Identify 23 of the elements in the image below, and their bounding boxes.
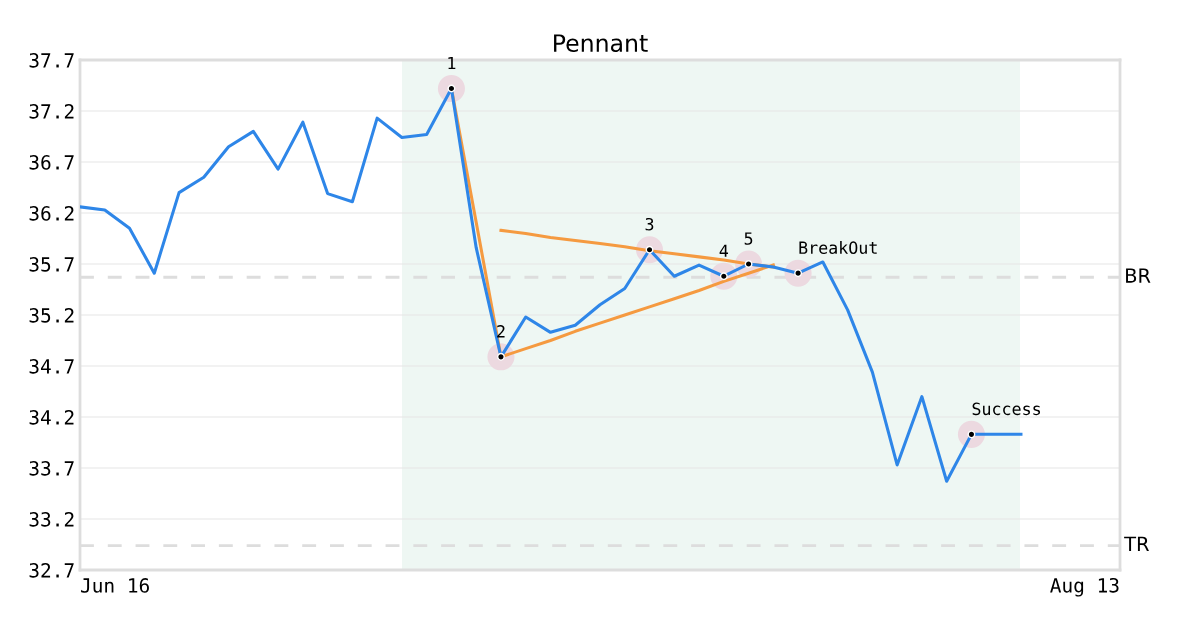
y-tick-label: 33.7 bbox=[29, 461, 74, 476]
y-tick-label: 32.7 bbox=[29, 563, 74, 578]
y-tick-label: 34.2 bbox=[29, 410, 74, 425]
y-tick-label: 36.7 bbox=[29, 155, 74, 170]
ref-line-label: TR bbox=[1124, 536, 1149, 551]
text: Jun 16 bbox=[81, 578, 149, 593]
annotation: 3 bbox=[645, 217, 654, 231]
annotation: BreakOut bbox=[799, 241, 877, 254]
y-tick-label: 36.2 bbox=[29, 206, 74, 221]
y-tick-label: 34.7 bbox=[29, 359, 74, 374]
annotation: 5 bbox=[744, 232, 753, 245]
ref-line-label: BR bbox=[1126, 268, 1151, 283]
chart-title: Pennant bbox=[554, 34, 648, 52]
y-tick-label: 33.2 bbox=[29, 512, 74, 527]
annotation: 2 bbox=[497, 325, 505, 338]
annotation: 4 bbox=[719, 244, 729, 257]
y-tick-label: 37.7 bbox=[29, 53, 74, 68]
y-tick-label: 37.2 bbox=[29, 104, 74, 119]
text: Aug 13 bbox=[1050, 577, 1119, 597]
y-tick-label: 35.7 bbox=[29, 257, 74, 272]
annotation: 1 bbox=[448, 56, 456, 70]
annotation: Success bbox=[972, 402, 1041, 416]
y-tick-label: 35.2 bbox=[29, 308, 74, 323]
